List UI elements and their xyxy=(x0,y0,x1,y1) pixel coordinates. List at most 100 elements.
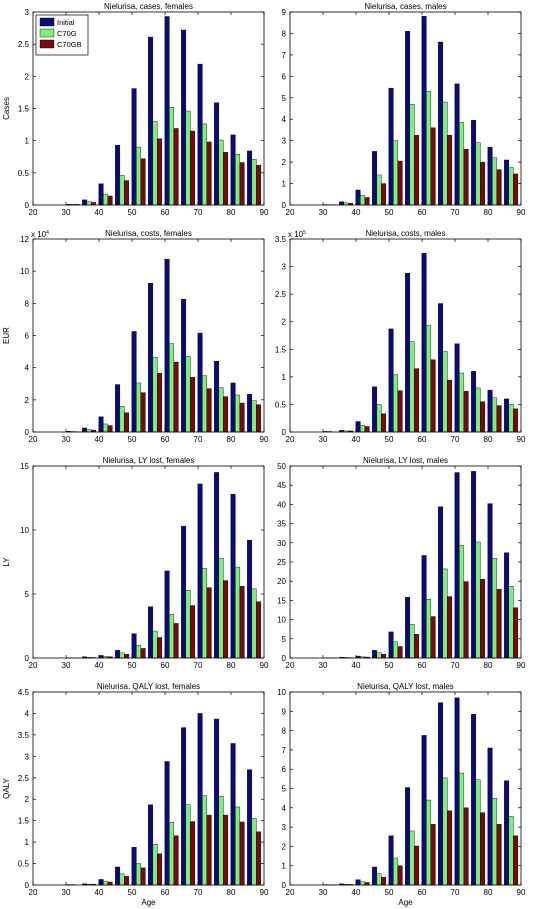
bar-c70g xyxy=(426,91,432,206)
bar-c70g xyxy=(235,566,241,659)
y-tick-label: 1.5 xyxy=(18,105,30,114)
x-tick-label: 80 xyxy=(484,435,493,444)
bar-c70g xyxy=(251,400,257,433)
bar-initial xyxy=(131,633,137,659)
legend-label-c70g: C70G xyxy=(57,29,77,38)
bar-c70gb xyxy=(190,377,196,433)
bar-initial xyxy=(247,394,253,433)
y-axis-label: Cases xyxy=(2,97,11,120)
bar-c70g xyxy=(103,193,109,206)
bar-c70g xyxy=(119,175,125,206)
bar-c70gb xyxy=(414,368,420,433)
bar-initial xyxy=(504,552,510,659)
bar-c70gb xyxy=(480,401,486,433)
y-tick-label: 3 xyxy=(282,137,287,146)
bar-c70gb xyxy=(206,814,212,886)
legend-swatch-c70gb xyxy=(39,39,55,49)
bar-c70g xyxy=(235,394,241,433)
y-tick-label: 25 xyxy=(277,558,286,567)
bar-c70g xyxy=(426,325,432,433)
y-tick-label: 3.5 xyxy=(275,235,287,244)
chart-panel-2: 20 30 40 50 60 70 80 90 0 1 2 3 4 5 6 7 8 9 Nielurisa, cas… xyxy=(282,2,526,217)
x-tick-label: 50 xyxy=(128,661,137,670)
bar-c70g xyxy=(492,557,498,659)
chart-panel-5: 20 30 40 50 60 70 80 90 0 5 10 15 Nielurisa, LY lost… xyxy=(2,456,269,670)
y-tick-label: 12 xyxy=(20,235,29,244)
bar-c70gb xyxy=(430,616,436,659)
bar-c70g xyxy=(202,568,208,659)
bar-c70gb xyxy=(223,814,229,886)
x-tick-label: 80 xyxy=(227,888,236,897)
bar-c70gb xyxy=(223,580,229,659)
bar-initial xyxy=(471,120,477,206)
bar-c70gb xyxy=(397,390,403,433)
bar-initial xyxy=(197,332,203,433)
bar-c70g xyxy=(185,589,191,659)
x-tick-label: 60 xyxy=(161,661,170,670)
y-tick-label: 2 xyxy=(282,158,287,167)
bar-c70g xyxy=(152,630,158,659)
bar-c70g xyxy=(185,110,191,206)
y-tick-label: 1 xyxy=(282,373,287,382)
y-tick-label: 15 xyxy=(20,462,29,471)
bar-c70g xyxy=(442,568,448,659)
bar-c70gb xyxy=(480,579,486,659)
bar-c70gb xyxy=(414,633,420,659)
y-tick-label: 3 xyxy=(25,8,30,17)
bar-c70g xyxy=(119,406,125,433)
y-tick-label: 20 xyxy=(277,577,286,586)
chart-title: Nielurisa, LY lost, males xyxy=(363,456,448,465)
y-tick-label: 3 xyxy=(282,263,287,272)
bar-c70gb xyxy=(239,821,245,886)
bar-initial xyxy=(230,493,236,659)
bar-c70g xyxy=(492,797,498,886)
x-tick-label: 70 xyxy=(451,661,460,670)
bar-c70gb xyxy=(124,653,130,659)
x-tick-label: 30 xyxy=(319,888,328,897)
bar-c70g xyxy=(426,799,432,886)
bar-initial xyxy=(405,787,411,886)
bar-initial xyxy=(247,769,253,886)
x-tick-label: 70 xyxy=(194,888,203,897)
bar-c70gb xyxy=(496,169,502,206)
y-axis-label: EUR xyxy=(2,327,11,344)
bar-initial xyxy=(82,427,88,433)
bar-c70g xyxy=(136,645,142,659)
x-tick-label: 30 xyxy=(62,435,71,444)
y-exponent-power: 4 xyxy=(46,230,49,236)
x-tick-label: 50 xyxy=(128,888,137,897)
y-axis-label: QALY xyxy=(2,777,11,798)
y-tick-label: 0 xyxy=(25,654,30,663)
bar-initial xyxy=(339,201,345,206)
y-tick-label: 1 xyxy=(25,137,30,146)
y-tick-label: 0.5 xyxy=(18,169,30,178)
bar-c70g xyxy=(360,195,366,206)
bar-initial xyxy=(471,371,477,433)
bar-initial xyxy=(421,16,427,206)
bar-initial xyxy=(230,134,236,206)
bar-c70g xyxy=(152,844,158,886)
bar-initial xyxy=(181,525,187,659)
legend-swatch-c70g xyxy=(39,28,55,38)
bar-c70gb xyxy=(463,390,469,433)
bar-initial xyxy=(181,29,187,206)
bar-c70g xyxy=(492,157,498,206)
bar-c70gb xyxy=(513,835,519,886)
bar-initial xyxy=(230,743,236,886)
bar-initial xyxy=(487,389,493,433)
bar-c70g xyxy=(235,806,241,886)
bar-initial xyxy=(148,804,154,886)
bar-c70gb xyxy=(173,128,179,206)
x-tick-label: 60 xyxy=(418,208,427,217)
y-tick-label: 4 xyxy=(282,115,287,124)
y-exponent-power: 5 xyxy=(303,230,306,236)
bar-initial xyxy=(214,361,220,433)
x-tick-label: 50 xyxy=(128,435,137,444)
x-tick-label: 70 xyxy=(194,208,203,217)
bar-c70gb xyxy=(157,373,163,433)
x-tick-label: 40 xyxy=(352,435,361,444)
y-axis-label: LY xyxy=(2,557,11,567)
bar-c70gb xyxy=(397,865,403,886)
bar-initial xyxy=(82,199,88,206)
